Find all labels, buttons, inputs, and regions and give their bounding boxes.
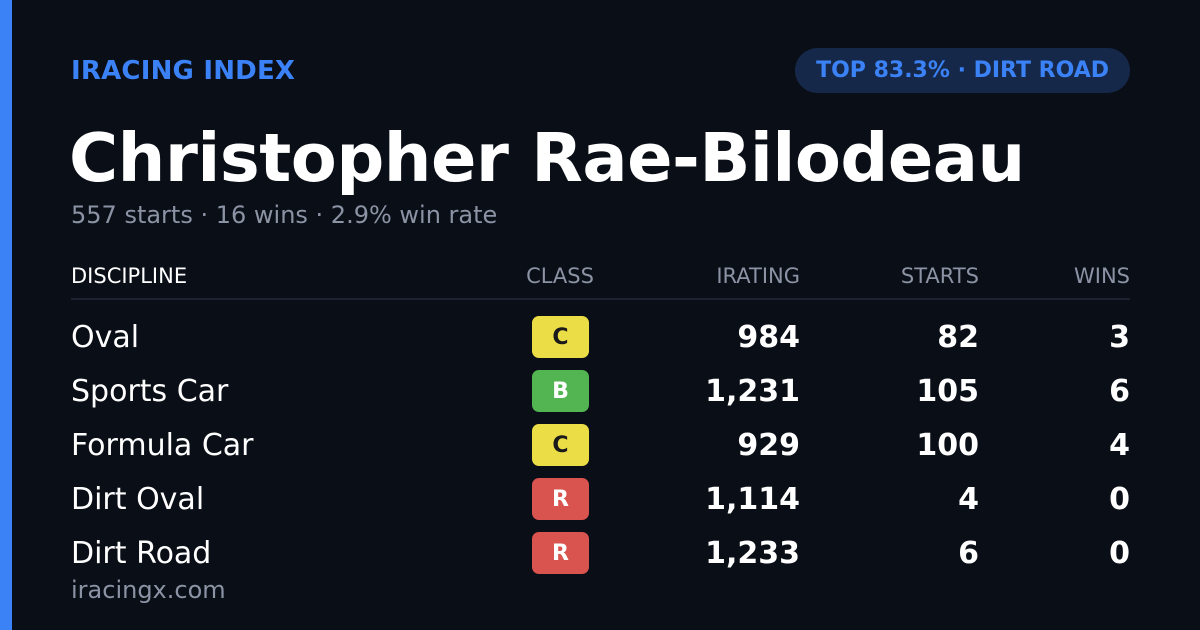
starts-value: 105 [916, 374, 979, 409]
rank-pill: TOP 83.3% · DIRT ROAD [795, 48, 1130, 93]
discipline-name: Formula Car [71, 428, 254, 463]
wins-value: 3 [1109, 320, 1130, 355]
header-class: CLASS [526, 264, 594, 288]
discipline-name: Oval [71, 320, 140, 355]
irating-value: 984 [737, 320, 800, 355]
class-badge: R [532, 478, 589, 520]
table-header: DISCIPLINE CLASS IRATING STARTS WINS [71, 262, 1130, 300]
starts-value: 82 [937, 320, 979, 355]
discipline-name: Dirt Road [71, 536, 212, 571]
brand-title: IRACING INDEX [71, 56, 296, 86]
wins-value: 4 [1109, 428, 1130, 463]
wins-value: 0 [1109, 482, 1130, 517]
header-discipline: DISCIPLINE [71, 264, 188, 288]
starts-value: 6 [958, 536, 979, 571]
table-body: Oval C 984 82 3 Sports Car B 1,231 105 6 Formula C… [71, 300, 1130, 582]
irating-value: 1,114 [705, 482, 800, 517]
site-url: iracingx.com [71, 576, 226, 604]
class-badge: B [532, 370, 589, 412]
starts-value: 4 [958, 482, 979, 517]
header-irating: IRATING [716, 264, 800, 288]
accent-bar [0, 0, 12, 630]
stats-table: DISCIPLINE CLASS IRATING STARTS WINS Ova… [71, 262, 1130, 582]
table-row: Dirt Road R 1,233 6 0 [71, 528, 1130, 582]
table-row: Oval C 984 82 3 [71, 312, 1130, 366]
table-row: Dirt Oval R 1,114 4 0 [71, 474, 1130, 528]
discipline-name: Dirt Oval [71, 482, 205, 517]
table-row: Sports Car B 1,231 105 6 [71, 366, 1130, 420]
header-starts: STARTS [900, 264, 979, 288]
wins-value: 6 [1109, 374, 1130, 409]
irating-value: 1,233 [705, 536, 800, 571]
irating-value: 1,231 [705, 374, 800, 409]
class-badge: R [532, 532, 589, 574]
driver-name: Christopher Rae-Bilodeau [69, 119, 1025, 197]
table-row: Formula Car C 929 100 4 [71, 420, 1130, 474]
starts-value: 100 [916, 428, 979, 463]
driver-summary: 557 starts · 16 wins · 2.9% win rate [71, 201, 498, 229]
irating-value: 929 [737, 428, 800, 463]
class-badge: C [532, 424, 589, 466]
wins-value: 0 [1109, 536, 1130, 571]
discipline-name: Sports Car [71, 374, 229, 409]
class-badge: C [532, 316, 589, 358]
header-wins: WINS [1074, 264, 1130, 288]
